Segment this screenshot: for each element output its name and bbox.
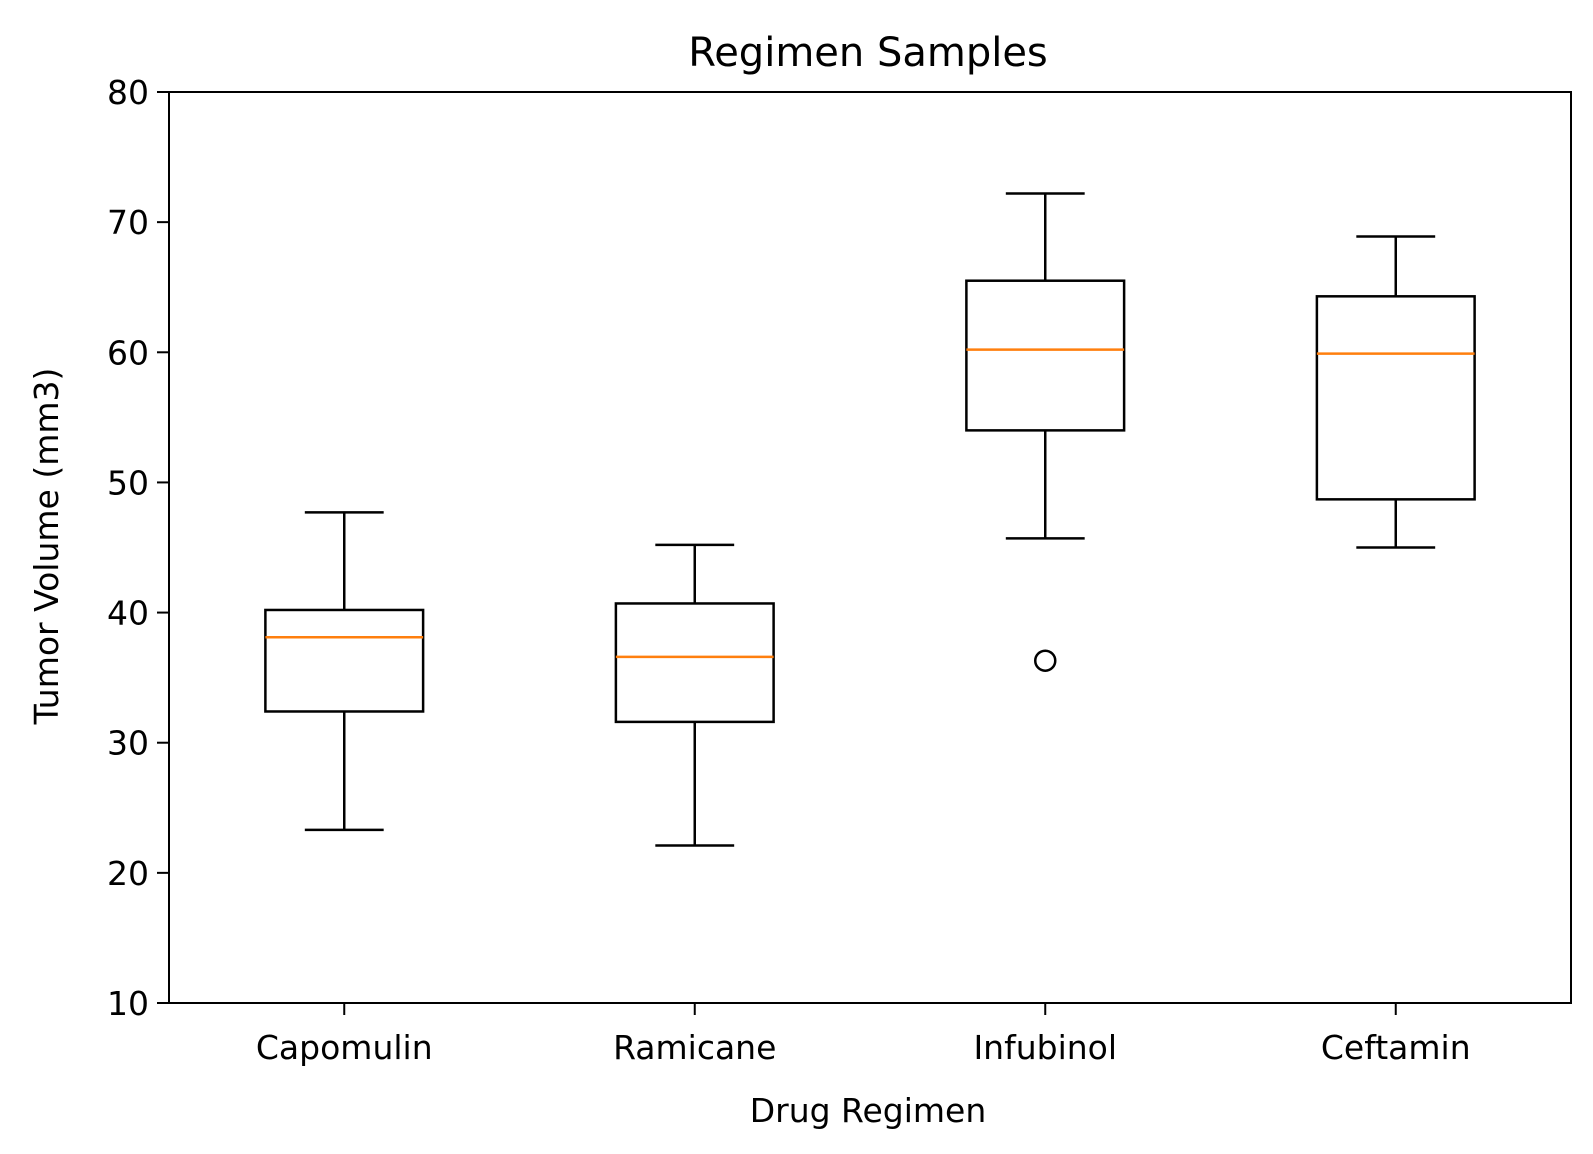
y-tick-label: 10 — [107, 984, 149, 1023]
outlier-point — [1034, 649, 1057, 672]
box-infubinol — [965, 279, 1126, 432]
y-axis-title: Tumor Volume (mm3) — [27, 368, 66, 726]
y-tick-label: 20 — [107, 854, 149, 893]
plot-area: 10 20 30 40 50 60 70 80 Capomulin Ramicane Infubin… — [107, 73, 1572, 1067]
y-tick-label: 80 — [107, 73, 149, 112]
y-tick-label: 30 — [107, 724, 149, 763]
y-tick-label: 50 — [107, 463, 149, 502]
box-ramicane — [614, 602, 775, 724]
x-tick-label: Ceftamin — [1321, 1028, 1471, 1067]
x-tick-label: Ramicane — [613, 1028, 776, 1067]
x-tick-label: Capomulin — [256, 1028, 433, 1067]
y-tick-label: 60 — [107, 333, 149, 372]
box-capomulin — [264, 608, 425, 713]
axes-frame — [168, 91, 1572, 1004]
x-axis-title: Drug Regimen — [750, 1091, 987, 1130]
x-tick-label: Infubinol — [973, 1028, 1117, 1067]
y-tick-label: 40 — [107, 594, 149, 633]
box-ceftamin — [1315, 295, 1476, 501]
chart-title: Regimen Samples — [688, 30, 1048, 76]
y-tick-label: 70 — [107, 203, 149, 242]
